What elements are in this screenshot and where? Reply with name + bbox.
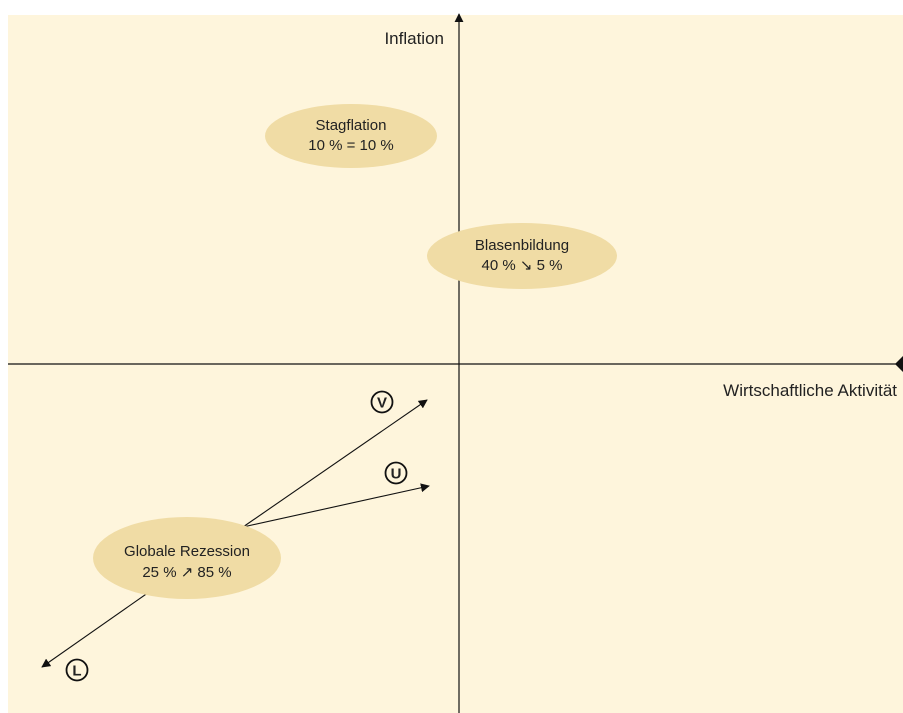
l-path-letter: L xyxy=(72,663,81,680)
u-path-arrow xyxy=(242,483,430,528)
v-path-arrow xyxy=(242,399,428,528)
x-axis-label: Wirtschaftliche Aktivität xyxy=(723,381,897,400)
l-path-marker: L xyxy=(65,658,89,682)
stagflation-bubble xyxy=(265,104,437,168)
globale-rezession-value: 25 % ↗ 85 % xyxy=(142,564,231,581)
u-path-marker: U xyxy=(384,461,408,485)
globale-rezession-label: Globale Rezession xyxy=(124,543,250,560)
stagflation-label: Stagflation xyxy=(316,117,387,134)
v-path-marker: V xyxy=(370,390,394,414)
y-axis-label: Inflation xyxy=(384,29,444,48)
x-axis-arrowhead xyxy=(895,356,903,372)
v-path-letter: V xyxy=(377,395,387,412)
l-path-arrow xyxy=(41,589,153,668)
globale-rezession-bubble xyxy=(93,517,281,599)
blasenbildung-label: Blasenbildung xyxy=(475,237,569,254)
u-path-letter: U xyxy=(391,466,402,483)
stagflation-value: 10 % = 10 % xyxy=(308,137,393,154)
blasenbildung-bubble xyxy=(427,223,617,289)
blasenbildung-value: 40 % ↘ 5 % xyxy=(482,257,563,274)
